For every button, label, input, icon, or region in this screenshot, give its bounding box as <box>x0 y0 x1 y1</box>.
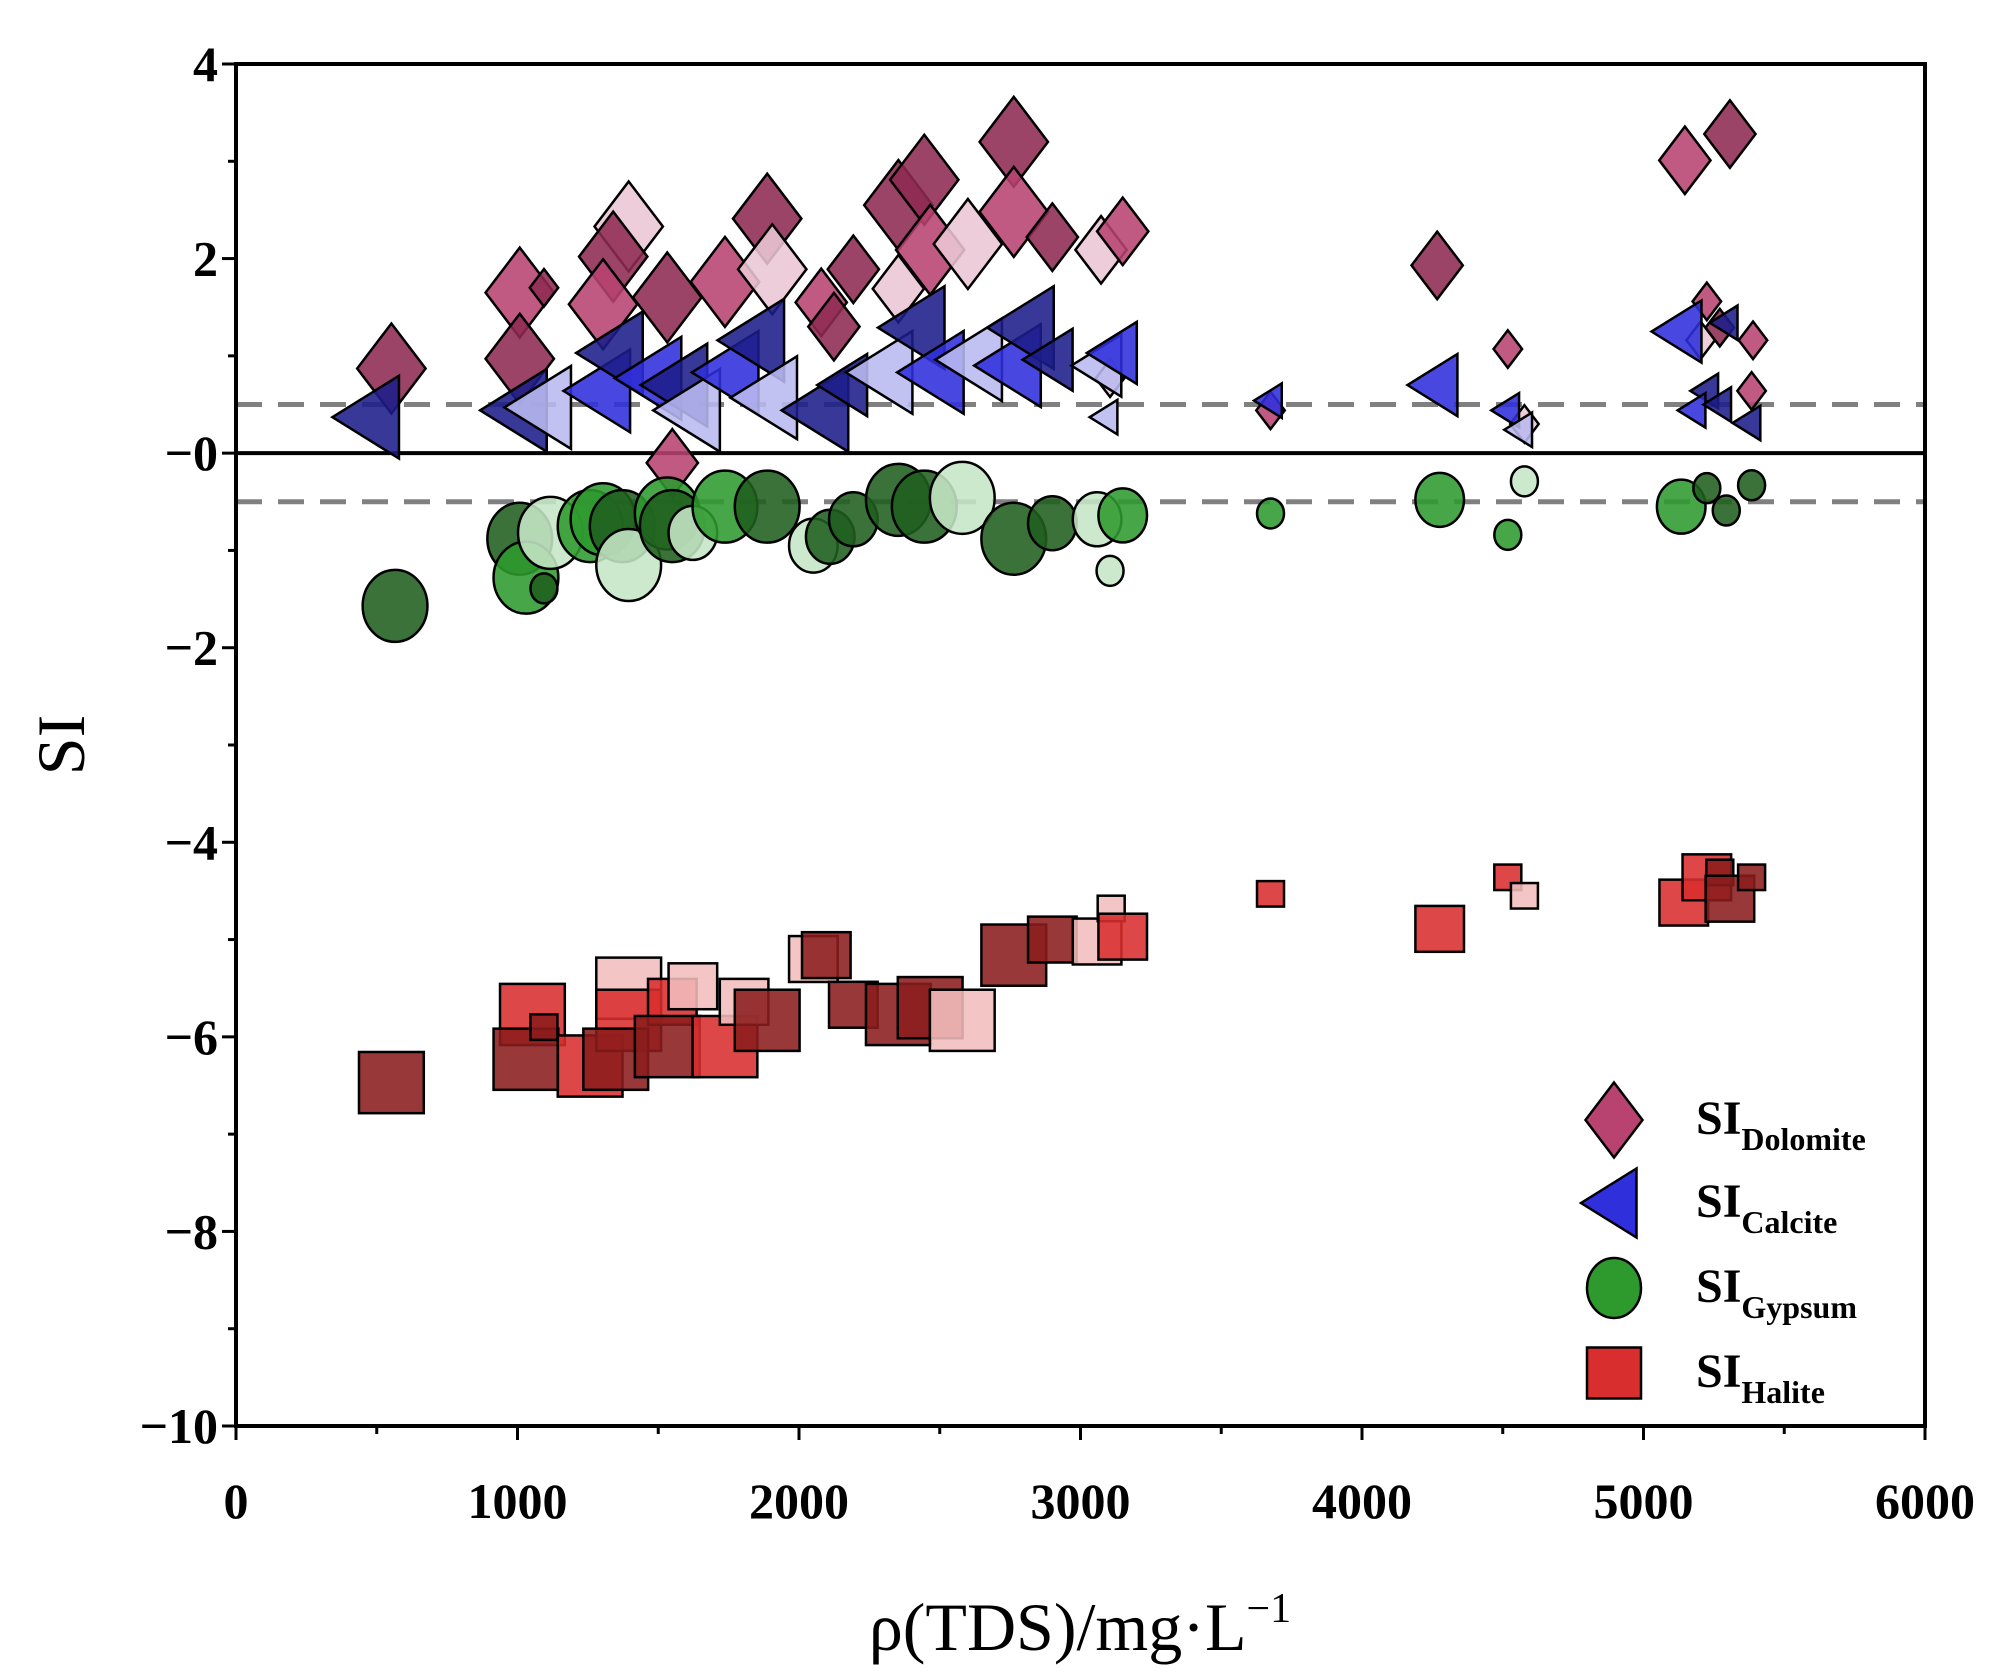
triangle-left-legend-icon <box>1578 1166 1638 1240</box>
y-tick-label: 4 <box>193 36 218 92</box>
diamond-legend-icon <box>1583 1080 1645 1160</box>
calcite-point <box>1405 351 1459 419</box>
halite-point <box>800 930 852 980</box>
calcite-point <box>650 366 722 454</box>
calcite-point <box>1649 298 1703 365</box>
series-gypsum <box>361 460 1767 644</box>
halite-point <box>1414 904 1466 954</box>
calcite-point <box>1675 390 1707 430</box>
dolomite-point <box>1025 201 1080 273</box>
gypsum-point <box>928 460 996 536</box>
series-halite <box>357 853 1767 1115</box>
y-tick-label: −6 <box>165 1009 219 1065</box>
halite-point <box>1255 879 1286 908</box>
y-axis-label: SI <box>23 715 99 775</box>
x-tick-label: 5000 <box>1594 1473 1694 1529</box>
dolomite-point <box>1409 229 1465 302</box>
square-legend-icon <box>1585 1346 1643 1400</box>
y-tick-label: 2 <box>193 231 218 287</box>
calcite-point <box>1251 381 1284 421</box>
halite-point <box>1509 881 1540 910</box>
gypsum-point <box>1026 494 1078 552</box>
dolomite-point <box>1657 124 1713 197</box>
dolomite-point <box>806 290 862 363</box>
halite-point <box>928 988 996 1053</box>
halite-point <box>733 988 801 1053</box>
dolomite-point <box>528 266 560 309</box>
calcite-point <box>1700 385 1733 424</box>
axis-ticks: 0 1000 2000 3000 4000 5000 6000 4 2 −0 −2 −4 −6 −8 −10 <box>140 36 1976 1529</box>
halite-point <box>633 1014 701 1079</box>
dolomite-point <box>1737 319 1769 362</box>
gypsum-point <box>361 568 429 644</box>
calcite-point <box>1501 410 1534 450</box>
calcite-point <box>715 296 786 384</box>
legend-entry-calcite: SICalcite <box>1578 1166 1837 1240</box>
calcite-point <box>1488 390 1521 430</box>
gypsum-point <box>1493 518 1523 552</box>
y-tick-label: −8 <box>165 1203 219 1259</box>
calcite-point <box>875 283 946 372</box>
calcite-point <box>329 373 401 461</box>
calcite-point <box>728 354 799 442</box>
legend-entry-gypsum: SIGypsum <box>1585 1256 1857 1325</box>
legend-label: SIGypsum <box>1696 1260 1857 1325</box>
calcite-point <box>1087 397 1119 437</box>
x-tick-label: 3000 <box>1031 1473 1131 1529</box>
circle-legend-icon <box>1585 1256 1643 1320</box>
y-tick-label: −2 <box>165 620 219 676</box>
gypsum-point <box>1097 487 1149 544</box>
x-tick-label: 4000 <box>1312 1473 1412 1529</box>
y-tick-label: −4 <box>165 814 219 870</box>
dolomite-point <box>1095 195 1150 268</box>
x-tick-label: 6000 <box>1875 1473 1975 1529</box>
calcite-point <box>1707 303 1739 343</box>
gypsum-point <box>1692 471 1722 505</box>
gypsum-point <box>1711 494 1742 527</box>
gypsum-point <box>1509 465 1540 498</box>
data-points <box>329 94 1769 1115</box>
halite-point <box>529 1013 559 1042</box>
dolomite-point <box>826 233 881 306</box>
x-axis-label: ρ(TDS)/mg·L−1 <box>869 1586 1291 1665</box>
x-tick-label: 2000 <box>749 1473 849 1529</box>
dolomite-point <box>978 164 1050 259</box>
y-tick-label: −0 <box>165 425 219 481</box>
halite-point <box>1097 912 1149 961</box>
gypsum-point <box>1095 554 1125 588</box>
gypsum-point <box>1736 468 1767 502</box>
halite-point <box>1026 915 1078 964</box>
gypsum-point <box>1255 497 1286 530</box>
dolomite-point <box>1702 98 1758 170</box>
calcite-point <box>1730 403 1762 443</box>
x-tick-label: 1000 <box>468 1473 568 1529</box>
legend-entry-dolomite: SIDolomite <box>1583 1080 1866 1160</box>
dolomite-point <box>1735 370 1768 412</box>
legend-label: SIDolomite <box>1696 1092 1866 1157</box>
plot-frame <box>234 62 1927 1428</box>
gypsum-point <box>529 572 559 605</box>
legend: SIDolomite SICalcite SIGypsum SIHalite <box>1578 1080 1866 1410</box>
legend-entry-halite: SIHalite <box>1585 1345 1825 1410</box>
calcite-point <box>1020 326 1074 394</box>
halite-point <box>357 1050 426 1115</box>
calcite-point <box>1084 319 1139 387</box>
calcite-point <box>984 283 1055 372</box>
x-tick-label: 0 <box>224 1473 249 1529</box>
series-dolomite <box>355 94 1769 499</box>
series-calcite <box>329 283 1762 461</box>
dolomite-point <box>932 196 1004 292</box>
gypsum-point <box>1414 471 1466 529</box>
calcite-point <box>501 363 573 452</box>
legend-label: SIHalite <box>1696 1345 1825 1410</box>
halite-point <box>1736 863 1767 892</box>
y-tick-label: −10 <box>140 1398 219 1454</box>
gypsum-point <box>733 469 801 544</box>
legend-label: SICalcite <box>1696 1175 1837 1240</box>
dolomite-point <box>1491 328 1524 370</box>
halite-point <box>667 962 719 1011</box>
